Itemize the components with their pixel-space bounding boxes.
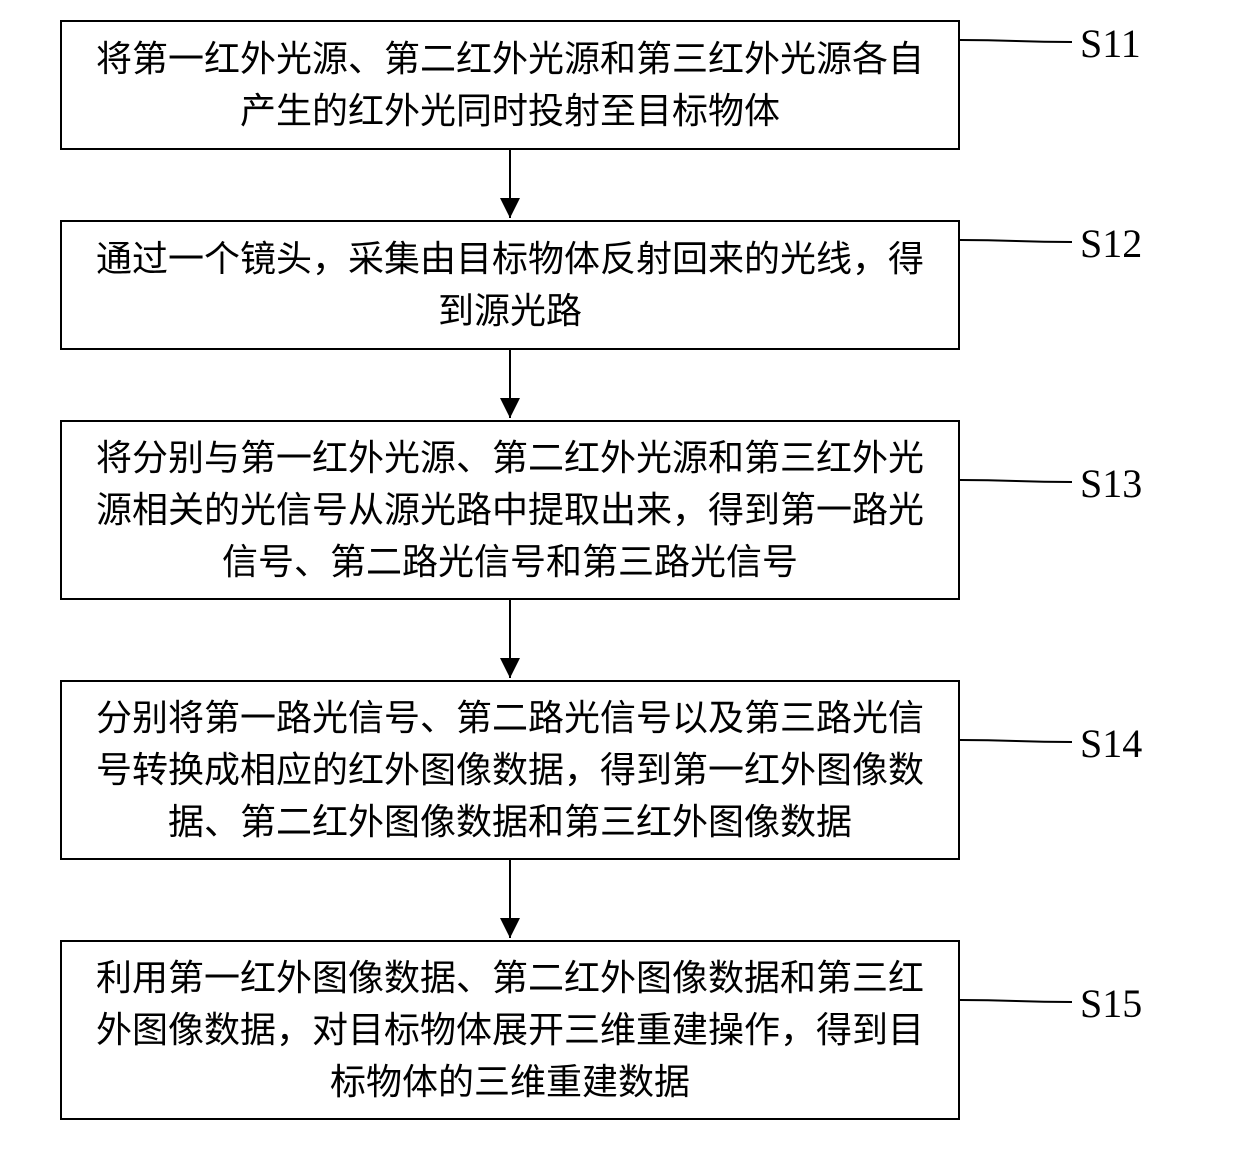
label-connector-s15 — [960, 1000, 1072, 1002]
step-text: 分别将第一路光信号、第二路光信号以及第三路光信号转换成相应的红外图像数据，得到第… — [82, 692, 938, 849]
step-text: 将分别与第一红外光源、第二红外光源和第三红外光源相关的光信号从源光路中提取出来，… — [82, 432, 938, 589]
step-text: 利用第一红外图像数据、第二红外图像数据和第三红外图像数据，对目标物体展开三维重建… — [82, 952, 938, 1109]
step-box-s15: 利用第一红外图像数据、第二红外图像数据和第三红外图像数据，对目标物体展开三维重建… — [60, 940, 960, 1120]
step-label-s13: S13 — [1080, 460, 1142, 507]
label-connector-s11 — [960, 40, 1072, 42]
step-box-s14: 分别将第一路光信号、第二路光信号以及第三路光信号转换成相应的红外图像数据，得到第… — [60, 680, 960, 860]
label-connector-s13 — [960, 480, 1072, 482]
step-text: 通过一个镜头，采集由目标物体反射回来的光线，得到源光路 — [82, 233, 938, 337]
step-box-s12: 通过一个镜头，采集由目标物体反射回来的光线，得到源光路 — [60, 220, 960, 350]
step-label-s12: S12 — [1080, 220, 1142, 267]
step-box-s13: 将分别与第一红外光源、第二红外光源和第三红外光源相关的光信号从源光路中提取出来，… — [60, 420, 960, 600]
flowchart-canvas: 将第一红外光源、第二红外光源和第三红外光源各自产生的红外光同时投射至目标物体 S1… — [0, 0, 1240, 1158]
step-text: 将第一红外光源、第二红外光源和第三红外光源各自产生的红外光同时投射至目标物体 — [82, 33, 938, 137]
step-label-s14: S14 — [1080, 720, 1142, 767]
label-connector-s14 — [960, 740, 1072, 742]
step-box-s11: 将第一红外光源、第二红外光源和第三红外光源各自产生的红外光同时投射至目标物体 — [60, 20, 960, 150]
label-connector-s12 — [960, 240, 1072, 242]
step-label-s15: S15 — [1080, 980, 1142, 1027]
step-label-s11: S11 — [1080, 20, 1141, 67]
